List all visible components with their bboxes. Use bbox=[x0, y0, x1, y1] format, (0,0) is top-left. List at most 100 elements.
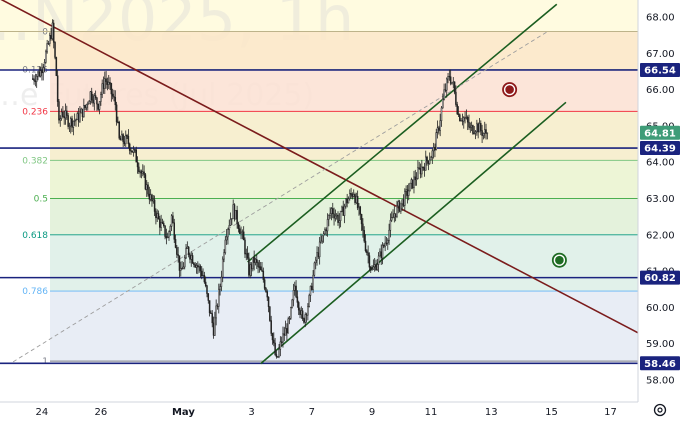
candle bbox=[123, 135, 126, 147]
candle bbox=[237, 221, 240, 233]
candle-body bbox=[81, 108, 84, 117]
candle bbox=[83, 98, 85, 118]
candle bbox=[375, 259, 377, 271]
candle bbox=[305, 312, 308, 323]
candle bbox=[354, 192, 356, 205]
candle-body bbox=[455, 91, 457, 105]
candle bbox=[131, 150, 134, 153]
candle-body bbox=[177, 254, 179, 256]
candle bbox=[43, 58, 46, 72]
last-price-badge[interactable] bbox=[640, 125, 680, 140]
settings-gear-icon[interactable] bbox=[653, 403, 667, 417]
candle bbox=[140, 169, 143, 179]
candle bbox=[194, 262, 196, 269]
trend-line-channel-lower[interactable] bbox=[260, 101, 567, 365]
candle bbox=[235, 210, 237, 220]
candle-body bbox=[312, 274, 314, 290]
candle bbox=[76, 111, 79, 120]
level-badge-60.82[interactable] bbox=[640, 270, 680, 285]
candle-body bbox=[451, 82, 453, 84]
trend-line-downtrend[interactable] bbox=[0, 0, 639, 334]
candle-body bbox=[401, 199, 403, 205]
candle bbox=[407, 183, 410, 201]
candle-body bbox=[363, 230, 365, 242]
candle bbox=[64, 103, 67, 125]
candle-body bbox=[235, 210, 237, 220]
level-badge-66.54[interactable] bbox=[640, 62, 680, 77]
candle bbox=[113, 89, 115, 102]
target-markers[interactable] bbox=[502, 82, 567, 268]
candle-body bbox=[187, 246, 190, 255]
candle bbox=[55, 56, 58, 77]
candle-body bbox=[240, 231, 242, 234]
candle-body bbox=[244, 239, 246, 255]
candle bbox=[453, 81, 456, 95]
candle bbox=[263, 276, 266, 291]
candle-body bbox=[56, 75, 59, 102]
candle-body bbox=[156, 213, 158, 219]
candle bbox=[385, 237, 388, 246]
candle bbox=[469, 122, 472, 133]
candle bbox=[257, 260, 259, 274]
candle-body bbox=[432, 147, 435, 152]
fib-label-0.236: 0.236 bbox=[22, 107, 48, 117]
candle-body bbox=[486, 132, 489, 134]
candle bbox=[473, 126, 475, 135]
candle-body bbox=[208, 300, 211, 314]
candle bbox=[50, 27, 52, 41]
candle-body bbox=[46, 43, 48, 53]
candle bbox=[355, 192, 358, 205]
candle bbox=[335, 213, 338, 220]
candle bbox=[157, 210, 160, 220]
candle-body bbox=[341, 206, 343, 212]
candle-body bbox=[220, 276, 223, 287]
candle-body bbox=[166, 236, 169, 239]
candle bbox=[170, 214, 173, 232]
candle-body bbox=[428, 159, 431, 164]
candle bbox=[107, 75, 110, 89]
candle-body bbox=[186, 246, 189, 249]
candle bbox=[42, 64, 44, 81]
candle bbox=[144, 173, 147, 191]
candle bbox=[476, 119, 478, 136]
candle-body bbox=[159, 218, 161, 228]
level-badge-58.46[interactable] bbox=[640, 356, 680, 371]
candle-body bbox=[354, 194, 356, 203]
candle bbox=[299, 307, 301, 319]
time-axis[interactable]: 24 26 May 3 7 9 11 13 15 17 bbox=[0, 401, 638, 425]
candle-body bbox=[294, 285, 296, 291]
candle bbox=[267, 296, 270, 313]
candle-body bbox=[282, 333, 284, 343]
candle-body bbox=[216, 305, 219, 307]
candle-body bbox=[118, 121, 120, 139]
candle-body bbox=[80, 108, 82, 114]
fib-zone-2 bbox=[50, 111, 638, 161]
candle-body bbox=[139, 171, 141, 173]
candle-body bbox=[426, 156, 428, 162]
candle-body bbox=[107, 82, 110, 85]
candle-body bbox=[41, 70, 43, 74]
buy-target-circle-ring bbox=[553, 254, 566, 266]
candle-body bbox=[102, 83, 105, 89]
candle bbox=[342, 200, 344, 216]
price-axis[interactable]: 58.0059.0060.0061.0062.0063.0064.0065.00… bbox=[637, 0, 680, 425]
candle-body bbox=[227, 229, 229, 238]
candle bbox=[143, 165, 145, 178]
candle-body bbox=[465, 116, 468, 119]
candle bbox=[32, 74, 34, 80]
candle bbox=[417, 160, 419, 180]
candle bbox=[351, 192, 354, 200]
trend-lines[interactable] bbox=[0, 0, 639, 365]
candle bbox=[104, 71, 106, 95]
candle bbox=[203, 271, 206, 284]
candle-body bbox=[326, 219, 329, 232]
candle-body bbox=[123, 141, 126, 145]
candle bbox=[172, 211, 174, 224]
candle bbox=[309, 285, 312, 302]
candle-body bbox=[77, 113, 80, 122]
level-badge-64.39[interactable] bbox=[640, 141, 680, 156]
trend-line-channel-upper[interactable] bbox=[247, 3, 558, 263]
candle-body bbox=[59, 118, 62, 121]
